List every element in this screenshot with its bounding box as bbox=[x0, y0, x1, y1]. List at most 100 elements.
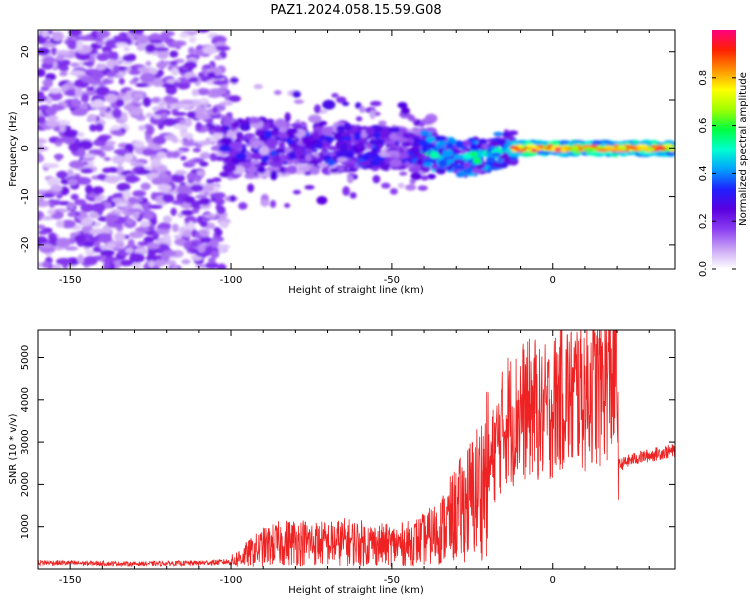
heatmap-cell bbox=[38, 110, 43, 117]
heatmap-cell bbox=[337, 157, 348, 163]
heatmap-cell bbox=[162, 233, 171, 242]
heatmap-cell bbox=[125, 217, 134, 226]
heatmap-cell bbox=[473, 157, 482, 165]
heatmap-cell bbox=[260, 199, 270, 207]
heatmap-cell bbox=[229, 141, 244, 150]
heatmap-cell bbox=[286, 165, 298, 174]
heatmap-cell bbox=[337, 166, 345, 172]
heatmap-cell bbox=[68, 160, 85, 169]
heatmap-cell bbox=[455, 140, 465, 149]
heatmap-cell bbox=[463, 162, 471, 168]
heatmap-cell bbox=[47, 199, 62, 204]
heatmap-cell bbox=[103, 156, 111, 162]
heatmap-cell bbox=[89, 228, 105, 235]
x-tick-label: -150 bbox=[59, 275, 82, 286]
heatmap-cell bbox=[83, 255, 98, 266]
heatmap-cell bbox=[220, 84, 229, 89]
heatmap-cell bbox=[100, 249, 115, 257]
heatmap-cell bbox=[369, 138, 377, 145]
heatmap-cell bbox=[434, 135, 445, 142]
heatmap-cell bbox=[340, 132, 351, 137]
colorbar-gradient bbox=[712, 30, 736, 269]
heatmap-cell bbox=[389, 133, 399, 141]
heatmap-cell bbox=[76, 52, 91, 61]
heatmap-cell bbox=[182, 229, 192, 238]
heatmap-cell bbox=[38, 152, 43, 163]
heatmap-cell bbox=[150, 217, 158, 226]
heatmap-cell bbox=[187, 159, 196, 165]
heatmap-cell bbox=[186, 111, 196, 119]
heatmap-cell bbox=[148, 39, 164, 44]
heatmap-cell bbox=[333, 132, 342, 141]
heatmap-cell bbox=[45, 107, 57, 116]
heatmap-cell bbox=[188, 36, 197, 43]
heatmap-cell bbox=[353, 131, 362, 142]
heatmap-cell bbox=[199, 220, 208, 228]
heatmap-cell bbox=[60, 219, 76, 229]
heatmap-cell bbox=[157, 184, 172, 192]
heatmap-cell bbox=[85, 184, 93, 195]
heatmap-cell bbox=[381, 182, 391, 189]
heatmap-cell bbox=[51, 264, 62, 269]
heatmap-cell bbox=[327, 146, 340, 151]
heatmap-cell bbox=[171, 223, 179, 233]
heatmap-cell bbox=[239, 123, 251, 132]
heatmap-cell bbox=[135, 82, 149, 88]
heatmap-cell bbox=[635, 144, 648, 148]
heatmap-cell bbox=[50, 184, 63, 192]
heatmap-cell bbox=[48, 88, 62, 94]
heatmap-cell bbox=[219, 101, 234, 106]
heatmap-cell bbox=[372, 175, 381, 184]
heatmap-cell bbox=[190, 184, 204, 192]
heatmap-cell bbox=[129, 252, 145, 263]
heatmap-cell bbox=[45, 120, 60, 128]
heatmap-cell bbox=[250, 152, 264, 160]
heatmap-cell bbox=[42, 56, 56, 65]
x-tick-label: -100 bbox=[220, 575, 243, 586]
heatmap-cell bbox=[138, 66, 150, 74]
snr-line bbox=[38, 330, 675, 568]
heatmap-cell bbox=[87, 113, 97, 122]
heatmap-cell bbox=[132, 92, 145, 99]
y-tick-label: 0 bbox=[20, 145, 31, 151]
heatmap-cell bbox=[481, 143, 489, 149]
heatmap-cell bbox=[138, 125, 146, 131]
heatmap-cell bbox=[429, 151, 440, 159]
snr-background bbox=[38, 330, 675, 569]
heatmap-cell bbox=[179, 32, 189, 39]
heatmap-cell bbox=[184, 215, 197, 225]
heatmap-cell bbox=[318, 120, 328, 126]
colorbar: 0.0 0.2 0.4 0.6 0.8 Normalized spectral ampl… bbox=[698, 30, 749, 277]
heatmap-cell bbox=[180, 209, 194, 216]
heatmap-cell bbox=[372, 138, 386, 147]
heatmap-cell bbox=[500, 162, 508, 169]
heatmap-cell bbox=[613, 148, 624, 153]
heatmap-cell bbox=[152, 135, 167, 145]
heatmap-cell bbox=[430, 163, 439, 170]
heatmap-cell bbox=[342, 101, 350, 106]
y-tick-label: 1000 bbox=[20, 514, 31, 539]
y-tick-label: 3000 bbox=[20, 429, 31, 454]
heatmap-cell bbox=[150, 157, 162, 167]
heatmap-cell bbox=[47, 209, 56, 215]
y-tick-label: 4000 bbox=[20, 387, 31, 412]
heatmap-cell bbox=[148, 260, 155, 268]
heatmap-cell bbox=[132, 261, 142, 269]
heatmap-cell bbox=[95, 123, 104, 132]
heatmap-cell bbox=[47, 177, 60, 187]
heatmap-cell bbox=[365, 126, 375, 136]
heatmap-cell bbox=[38, 142, 44, 147]
heatmap-cell bbox=[43, 163, 60, 169]
heatmap-cell bbox=[313, 104, 321, 114]
heatmap-cell bbox=[186, 172, 196, 181]
heatmap-cell bbox=[122, 189, 132, 200]
colorbar-label: Normalized spectral amplitude bbox=[738, 72, 749, 226]
heatmap-cell bbox=[471, 167, 483, 174]
heatmap-cell bbox=[295, 163, 308, 168]
heatmap-cell bbox=[93, 37, 103, 42]
heatmap-cell bbox=[102, 224, 112, 235]
heatmap-cell bbox=[128, 231, 144, 239]
snr-ylabel: SNR (10 * v/v) bbox=[8, 413, 19, 484]
heatmap-cell bbox=[238, 202, 248, 210]
